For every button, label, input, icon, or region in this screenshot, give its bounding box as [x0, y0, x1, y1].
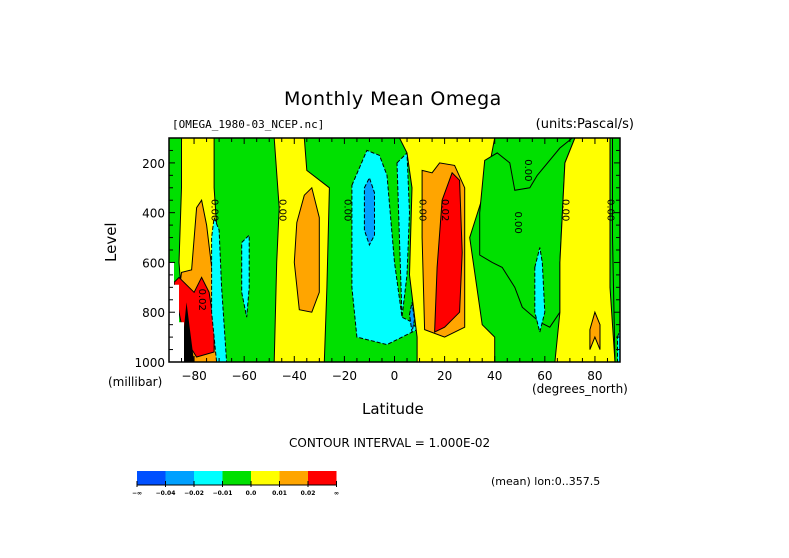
y-tick-label: 1000 — [134, 356, 165, 370]
dense-contour-region — [184, 302, 195, 362]
legend-swatch — [279, 471, 308, 485]
y-tick-label: 800 — [142, 306, 165, 320]
legend-label: 0.01 — [272, 490, 287, 497]
legend-label: 0.02 — [301, 490, 316, 497]
legend-label: −0.02 — [184, 490, 204, 497]
color-legend: −∞ −0.04 −0.02 −0.01 0.0 0.01 0.02 ∞ — [132, 471, 339, 497]
region-cyan-sh-60 — [211, 217, 228, 362]
region-orange-nh-80 — [589, 310, 601, 350]
x-axis-label: Latitude — [362, 400, 424, 418]
x-tick-label: −60 — [232, 369, 257, 383]
region-cyan-sh-55 — [241, 233, 250, 318]
x-tick-label: −80 — [181, 369, 206, 383]
y-tick-label: 200 — [142, 157, 165, 171]
legend-swatch — [308, 471, 337, 485]
contour-label: 0.00 — [209, 199, 220, 221]
chart-title: Monthly Mean Omega — [284, 88, 502, 110]
region-blue-sh-10 — [363, 176, 375, 247]
region-yellow-nh-75 — [554, 138, 616, 362]
contour-label: 0.00 — [522, 159, 533, 181]
x-tick-label: 40 — [487, 369, 502, 383]
contour-label: 0.00 — [604, 199, 615, 221]
legend-label: −∞ — [132, 490, 142, 497]
legend-label: 0.0 — [246, 490, 257, 497]
legend-swatch — [194, 471, 223, 485]
legend-swatch — [165, 471, 194, 485]
contour-label: 0.00 — [417, 199, 428, 221]
x-axis-units: (degrees_north) — [532, 382, 628, 396]
region-cyan-sh-3 — [396, 151, 411, 318]
region-orange-sh-35 — [293, 186, 320, 313]
contour-label: 0.00 — [276, 199, 287, 221]
units-label: (units:Pascal/s) — [535, 117, 634, 132]
x-tick-label: −40 — [282, 369, 307, 383]
contour-interval-text: CONTOUR INTERVAL = 1.000E-02 — [289, 436, 491, 450]
x-tick-label: 80 — [587, 369, 602, 383]
contour-label: 0.02 — [439, 199, 450, 221]
contour-label: 0.00 — [512, 211, 523, 233]
region-cyan-nh-55 — [534, 247, 546, 333]
contour-label: 0.00 — [559, 199, 570, 221]
contour-label: 0.02 — [196, 289, 207, 311]
y-tick-label: 600 — [142, 256, 165, 270]
x-tick-label: 0 — [391, 369, 399, 383]
legend-swatch — [222, 471, 251, 485]
footer-mean-text: (mean) lon:0..357.5 — [491, 475, 601, 488]
file-label: [OMEGA_1980-03_NCEP.nc] — [172, 118, 325, 131]
contour-labels: 0.00 0.02 0.00 0.00 0.00 0.02 0.00 0.00 0.00 0.00 — [196, 159, 615, 311]
y-tick-label: 400 — [142, 207, 165, 221]
legend-label: −0.01 — [213, 490, 233, 497]
x-tick-label: 60 — [537, 369, 552, 383]
region-red-nh-20 — [434, 171, 463, 333]
x-tick-label: −20 — [332, 369, 357, 383]
legend-label: −0.04 — [156, 490, 176, 497]
y-axis-units: (millibar) — [108, 375, 163, 389]
plot-frame: −80 −60 −40 −20 0 20 40 60 80 200 400 600 800 1000 — [134, 137, 621, 383]
contour-label: 0.00 — [341, 199, 352, 221]
x-tick-label: 20 — [437, 369, 452, 383]
contour-fills — [169, 138, 620, 362]
legend-swatch — [137, 471, 166, 485]
legend-label: ∞ — [334, 490, 339, 497]
legend-swatch — [251, 471, 280, 485]
